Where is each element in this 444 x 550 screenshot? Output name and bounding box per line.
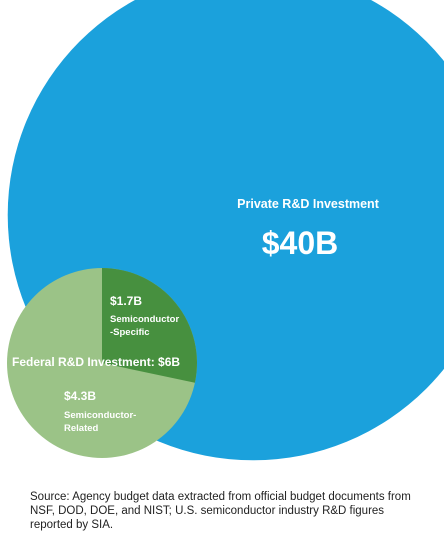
private-rd-value-label: $40B [262, 225, 339, 261]
semiconductor-related-value-label: $4.3B [64, 389, 96, 403]
semiconductor-specific-value-label: $1.7B [110, 294, 142, 308]
federal-rd-label: Federal R&D Investment: $6B [12, 355, 180, 369]
semiconductor-related-name-line-1: Semiconductor- [64, 410, 136, 421]
private-rd-label: Private R&D Investment [237, 197, 380, 211]
semiconductor-specific-slice [102, 268, 197, 383]
semiconductor-specific-name-line-2: -Specific [110, 327, 150, 338]
source-note: Source: Agency budget data extracted fro… [30, 491, 411, 531]
semiconductor-related-name-line-2: Related [64, 423, 99, 434]
semiconductor-specific-name-line-1: Semiconductor [110, 314, 179, 325]
